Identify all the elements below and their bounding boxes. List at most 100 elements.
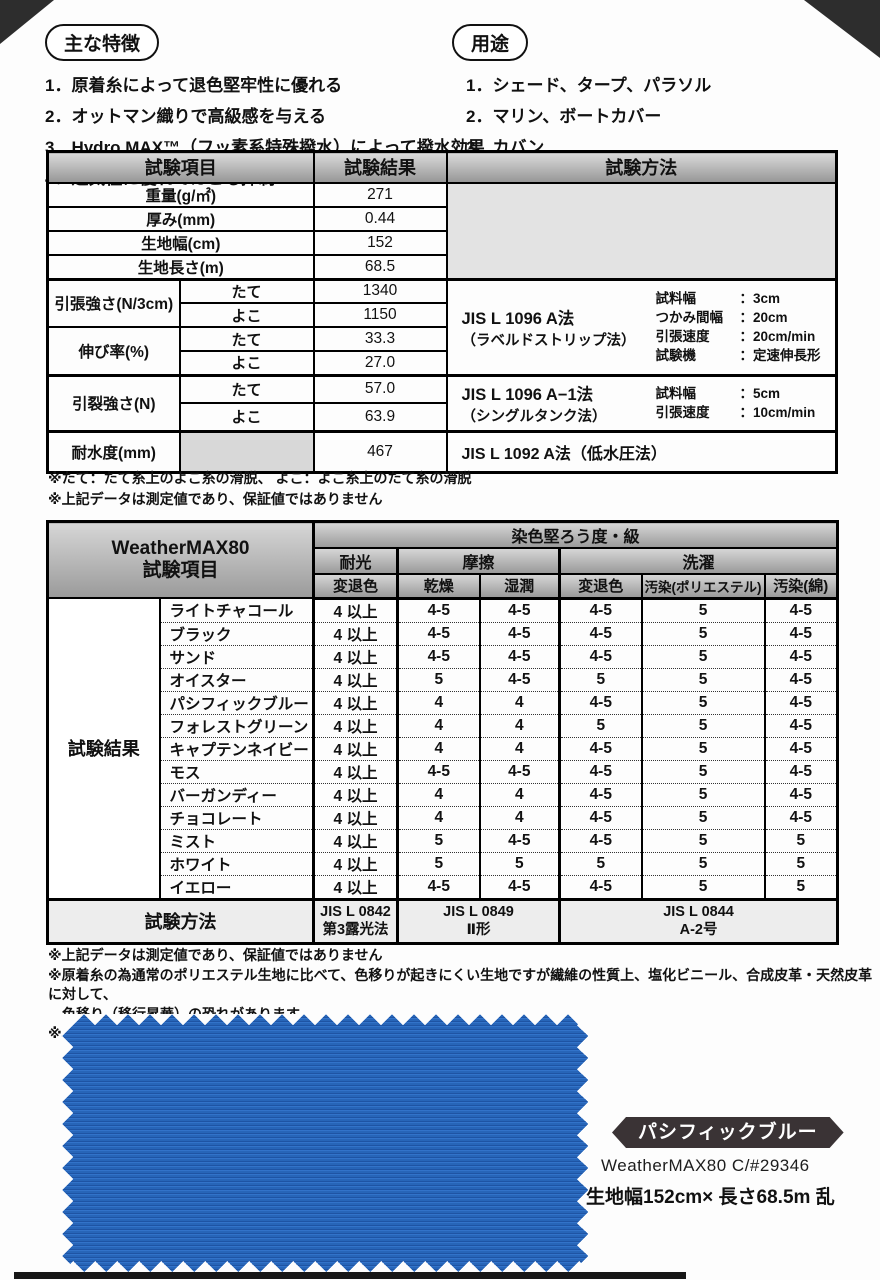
fastness-value: 4-5 (396, 874, 481, 900)
detail-value: ：10cm/min (739, 405, 816, 420)
direction-cell: たて (178, 326, 315, 352)
spec-row-value: 57.0 (312, 373, 448, 404)
fastness-value: 5 (640, 782, 766, 807)
fastness-value: 5 (478, 851, 561, 876)
fastness-table: WeatherMAX80 試験項目 染色堅ろう度・級 耐光 摩擦 洗濯 変退色 … (46, 520, 840, 945)
spec-table: 試験項目 試験結果 試験方法 重量(g/㎡) 271 厚み(mm) 0.44 生… (46, 150, 838, 474)
fastness-value: 4-5 (763, 759, 839, 784)
spec-row-label: 重量(g/㎡) (46, 181, 315, 208)
detail-label: つかみ間幅 (655, 310, 724, 325)
uses-title-badge: 用途 (452, 24, 529, 61)
sub-header: 乾燥 (396, 573, 481, 600)
fabric-color-name: イエロー (158, 874, 315, 900)
fastness-value: 5 (640, 713, 766, 738)
fabric-color-name: ミスト (158, 828, 315, 853)
fabric-color-name: モス (158, 759, 315, 784)
detail-label: 試料幅 (655, 386, 697, 401)
spec-row-label: 引張強さ(N/3cm) (46, 277, 181, 328)
spec-row-label: 生地幅(cm) (46, 229, 315, 256)
fabric-color-name: キャプテンネイビー (158, 736, 315, 761)
fastness-value: 5 (640, 690, 766, 715)
fastness-value: 4-5 (396, 759, 481, 784)
fastness-value: 4-5 (558, 690, 643, 715)
spec-method-cell: JIS L 1096 A−1法 （シングルタンク法） 試料幅 ：5cm 引張速度 ：… (445, 373, 838, 432)
jis-line: Ⅱ形 (466, 922, 491, 938)
jis-method-cell: JIS L 0849 Ⅱ形 (396, 897, 561, 944)
fastness-value: 4-5 (478, 597, 561, 623)
fastness-value: 4-5 (478, 667, 561, 692)
fastness-value: 5 (640, 621, 766, 646)
fastness-value: 4-5 (763, 667, 839, 692)
fastness-value: 5 (640, 805, 766, 830)
use-item: 2．マリン、ボートカバー (466, 107, 662, 126)
jis-method-name: JIS L 1096 A−1法 (461, 385, 594, 404)
fastness-value: 5 (640, 874, 766, 900)
fastness-value: 4 以上 (312, 597, 399, 623)
uses-section: 用途 1．シェード、タープ、パラソル 2．マリン、ボートカバー 3．カバン (452, 24, 711, 163)
fastness-value: 4-5 (396, 597, 481, 623)
product-name: WeatherMAX80 (111, 538, 250, 559)
empty-gray-cell (178, 429, 315, 473)
fabric-color-name: バーガンディー (158, 782, 315, 807)
fastness-value: 4-5 (478, 874, 561, 900)
direction-cell: たて (178, 277, 315, 304)
fabric-size-label: 生地幅152cm× 長さ68.5m 乱 (586, 1187, 835, 1208)
fastness-value: 4 (478, 713, 561, 738)
fastness-corner-header: WeatherMAX80 試験項目 (46, 520, 315, 599)
fastness-value: 4 以上 (312, 713, 399, 738)
zigzag-edge (62, 1261, 588, 1272)
fastness-value: 4 以上 (312, 644, 399, 669)
group-wash: 洗濯 (558, 547, 839, 575)
fastness-value: 4 (396, 690, 481, 715)
detail-label: 試料幅 (655, 291, 697, 306)
direction-cell: よこ (178, 402, 315, 432)
fastness-value: 4 以上 (312, 759, 399, 784)
fastness-value: 4-5 (478, 621, 561, 646)
detail-label: 引張速度 (655, 405, 710, 420)
fastness-value: 4 (396, 713, 481, 738)
sub-header: 変退色 (312, 573, 399, 600)
fastness-value: 5 (763, 828, 839, 853)
spec-row-value: 27.0 (312, 350, 448, 376)
fastness-value: 4-5 (763, 621, 839, 646)
spec-row-label: 引裂強さ(N) (46, 373, 181, 432)
fabric-color-name: パシフィックブルー (158, 690, 315, 715)
detail-value: ：3cm (739, 291, 781, 306)
direction-cell: よこ (178, 302, 315, 328)
jis-line: JIS L 0849 (443, 904, 514, 920)
jis-method-name: JIS L 1096 A法 (461, 309, 575, 328)
fastness-value: 4 (396, 736, 481, 761)
fastness-value: 4-5 (558, 597, 643, 623)
fastness-value: 4 (478, 736, 561, 761)
fastness-value: 4-5 (396, 621, 481, 646)
fastness-value: 4-5 (763, 736, 839, 761)
sub-header: 変退色 (558, 573, 643, 600)
spec-method-empty (445, 181, 838, 280)
fastness-value: 4-5 (558, 621, 643, 646)
fastness-value: 5 (640, 851, 766, 876)
fastness-value: 4-5 (558, 736, 643, 761)
jis-method-sub: （ラベルドストリップ法） (461, 332, 636, 349)
detail-value: ：定速伸長形 (739, 348, 821, 363)
sub-header: 湿潤 (478, 573, 561, 600)
note-line: ※たて：たて糸上のよこ糸の滑脱、 よこ：よこ糸上のたて糸の滑脱 (48, 470, 472, 486)
fastness-value: 4-5 (558, 644, 643, 669)
sub-header: 汚染(ポリエステル) (640, 573, 766, 600)
fastness-value: 4-5 (396, 644, 481, 669)
fastness-value: 4-5 (763, 690, 839, 715)
fastness-value: 4 (478, 782, 561, 807)
fabric-swatch-image (62, 1014, 588, 1272)
fastness-value: 5 (396, 851, 481, 876)
jis-line: JIS L 0842 (320, 904, 391, 920)
fabric-color-name: サンド (158, 644, 315, 669)
note-line: ※上記データは測定値であり、保証値ではありません (48, 947, 383, 963)
fastness-value: 5 (640, 736, 766, 761)
spec-row-value: 467 (312, 429, 448, 473)
scan-corner-mark (804, 0, 880, 58)
fastness-value: 4 (478, 690, 561, 715)
spec-row-value: 271 (312, 181, 448, 208)
spec-row-value: 63.9 (312, 402, 448, 432)
feature-item: 2．オットマン織りで高級感を与える (45, 107, 326, 126)
spec-notes: ※たて：たて糸上のよこ糸の滑脱、 よこ：よこ糸上のたて糸の滑脱 ※上記データは測… (48, 468, 472, 510)
